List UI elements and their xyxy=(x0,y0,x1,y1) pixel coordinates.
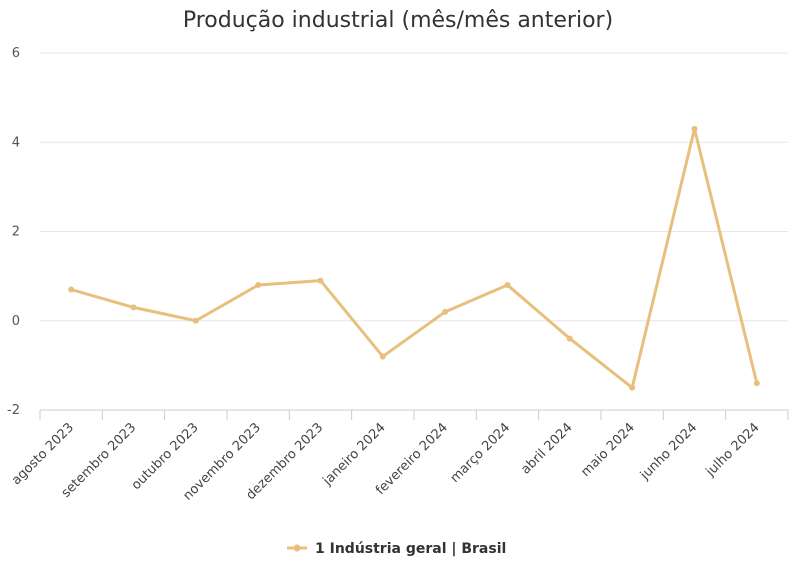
y-tick-label: 4 xyxy=(12,135,20,150)
y-axis-tick-labels: -2 0 2 4 6 xyxy=(7,46,20,418)
data-point[interactable] xyxy=(691,125,698,132)
chart-title: Produção industrial (mês/mês anterior) xyxy=(183,8,613,33)
x-tick-label: março 2024 xyxy=(448,420,514,486)
y-tick-label: 2 xyxy=(12,225,20,240)
y-tick-label: 6 xyxy=(12,46,20,61)
data-point[interactable] xyxy=(753,380,760,387)
y-tick-label: -2 xyxy=(7,403,20,418)
y-tick-label: 0 xyxy=(12,314,20,329)
data-point[interactable] xyxy=(130,304,137,311)
data-point[interactable] xyxy=(379,353,386,360)
data-point[interactable] xyxy=(504,282,511,289)
data-point[interactable] xyxy=(255,282,262,289)
data-point[interactable] xyxy=(192,317,199,324)
gridlines xyxy=(40,52,788,411)
data-point[interactable] xyxy=(442,308,449,315)
x-tick-label: julho 2024 xyxy=(703,420,763,480)
x-tick-label: junho 2024 xyxy=(637,420,700,483)
series-group xyxy=(68,125,760,391)
legend-swatch-marker xyxy=(293,544,301,552)
x-tick-label: maio 2024 xyxy=(578,420,638,480)
legend-label: 1 Indústria geral | Brasil xyxy=(315,541,506,557)
data-point[interactable] xyxy=(68,286,75,293)
x-tick-label: janeiro 2024 xyxy=(320,420,389,489)
data-point[interactable] xyxy=(317,277,324,284)
x-tick-label: abril 2024 xyxy=(518,420,575,477)
data-point[interactable] xyxy=(629,384,636,391)
x-tick-label: agosto 2023 xyxy=(9,420,77,488)
legend[interactable]: 1 Indústria geral | Brasil xyxy=(287,541,506,557)
series-line xyxy=(69,127,759,390)
data-point[interactable] xyxy=(566,335,573,342)
